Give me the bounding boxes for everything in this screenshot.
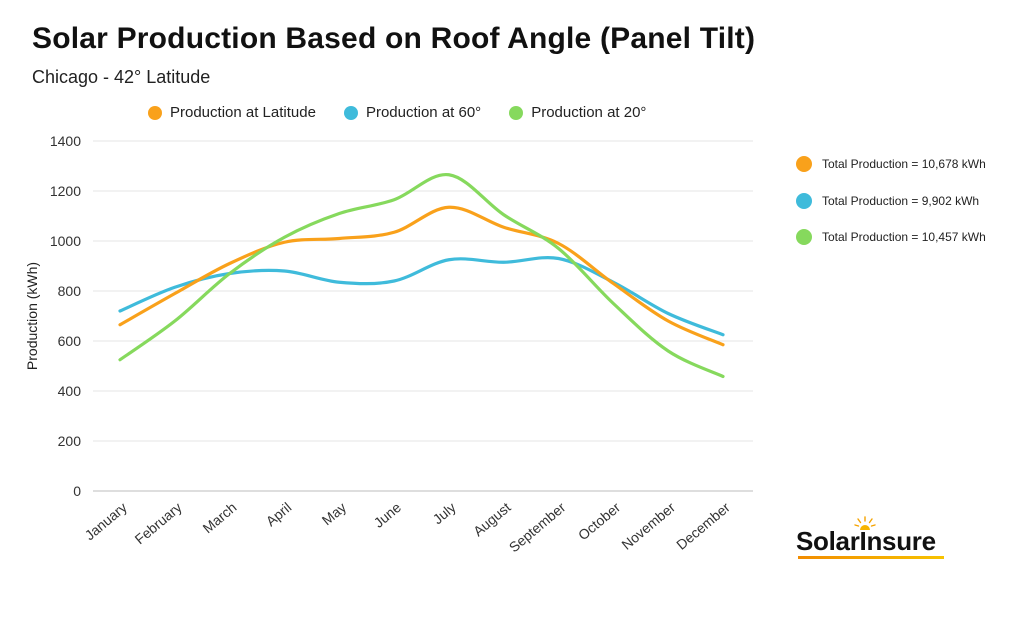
- x-tick-label: March: [199, 499, 239, 536]
- total-latitude: Total Production = 10,678 kWh: [796, 146, 986, 183]
- y-tick-label: 0: [73, 483, 81, 499]
- total-label-latitude: Total Production = 10,678 kWh: [822, 157, 986, 172]
- x-tick-label: October: [575, 499, 624, 543]
- y-tick-label: 800: [58, 283, 82, 299]
- total-60: Total Production = 9,902 kWh: [796, 183, 986, 220]
- chart-title: Solar Production Based on Roof Angle (Pa…: [32, 22, 756, 55]
- x-tick-label: September: [506, 499, 569, 555]
- total-label-20: Total Production = 10,457 kWh: [822, 230, 986, 245]
- y-tick-label: 1000: [50, 233, 81, 249]
- x-tick-label: November: [618, 499, 678, 553]
- y-tick-label: 400: [58, 383, 82, 399]
- series-line-2: [118, 173, 725, 379]
- x-tick-label: January: [81, 499, 129, 543]
- legend-dot-latitude: [148, 105, 162, 120]
- total-dot-latitude: [796, 156, 812, 173]
- x-tick-label: February: [132, 499, 185, 547]
- legend: Production at Latitude Production at 60°…: [148, 104, 646, 121]
- y-tick-label: 600: [58, 333, 82, 349]
- legend-item-60[interactable]: Production at 60°: [343, 104, 482, 121]
- legend-item-20[interactable]: Production at 20°: [509, 104, 646, 121]
- total-dot-60: [796, 192, 812, 209]
- logo-underline: [798, 556, 944, 559]
- legend-dot-60: [343, 105, 358, 120]
- y-tick-label: 1200: [50, 183, 81, 199]
- total-label-60: Total Production = 9,902 kWh: [822, 193, 980, 208]
- legend-label-20: Production at 20°: [531, 104, 647, 121]
- series-line-0: [118, 205, 725, 347]
- series-line-1: [118, 256, 725, 337]
- totals-panel: Total Production = 10,678 kWh Total Prod…: [796, 146, 986, 256]
- x-tick-label: June: [370, 499, 404, 531]
- x-tick-label: December: [673, 499, 733, 553]
- y-axis-label: Production (kWh): [24, 262, 40, 370]
- sun-icon: [854, 516, 876, 530]
- y-tick-label: 1400: [50, 133, 81, 149]
- x-tick-label: May: [319, 499, 350, 528]
- legend-dot-20: [509, 105, 524, 120]
- y-tick-label: 200: [58, 433, 82, 449]
- total-20: Total Production = 10,457 kWh: [796, 219, 986, 256]
- legend-label-60: Production at 60°: [365, 104, 482, 121]
- x-tick-label: April: [263, 499, 295, 529]
- x-tick-label: July: [429, 499, 458, 527]
- solarinsure-logo: SolarInsure: [796, 516, 956, 564]
- chart-subtitle: Chicago - 42° Latitude: [32, 67, 211, 87]
- total-dot-20: [796, 229, 812, 246]
- logo-text: SolarInsure: [796, 526, 936, 556]
- legend-item-latitude[interactable]: Production at Latitude: [148, 104, 316, 121]
- x-tick-label: August: [470, 499, 514, 539]
- legend-label-latitude: Production at Latitude: [170, 104, 316, 121]
